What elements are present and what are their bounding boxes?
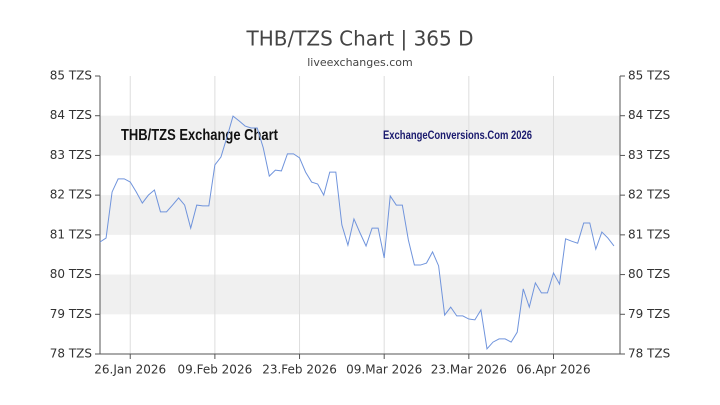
band (100, 274, 620, 315)
y-tick-label: 84 TZS (628, 108, 670, 122)
band (100, 115, 620, 156)
y-tick-label: 82 TZS (628, 188, 670, 202)
y-tick-label: 80 TZS (628, 267, 670, 281)
x-tick-label: 06.Apr 2026 (516, 363, 590, 377)
chart-subtitle: liveexchanges.com (307, 56, 412, 69)
y-tick-label: 83 TZS (50, 148, 92, 162)
grid (129, 76, 554, 354)
x-tick-label: 09.Mar 2026 (346, 363, 422, 377)
x-tick-label: 23.Feb 2026 (262, 363, 337, 377)
price-line (99, 115, 615, 350)
y-tick-label: 80 TZS (50, 267, 92, 281)
annotation: THB/TZS Exchange Chart (121, 127, 279, 144)
y-tick-label: 79 TZS (628, 307, 670, 321)
y-tick-label: 81 TZS (628, 227, 670, 241)
y-tick-label: 83 TZS (628, 148, 670, 162)
x-tick-label: 26.Jan 2026 (94, 363, 166, 377)
x-tick-label: 23.Mar 2026 (431, 363, 507, 377)
bands (100, 115, 620, 315)
annotation: ExchangeConversions.Com 2026 (383, 128, 532, 142)
y-tick-label: 85 TZS (628, 69, 670, 83)
y-tick-label: 85 TZS (50, 69, 92, 83)
band (100, 195, 620, 235)
y-tick-label: 84 TZS (50, 108, 92, 122)
y-tick-label: 82 TZS (50, 188, 92, 202)
y-tick-label: 78 TZS (50, 347, 92, 361)
y-tick-label: 79 TZS (50, 307, 92, 321)
x-tick-label: 09.Feb 2026 (178, 363, 253, 377)
y-tick-label: 78 TZS (628, 347, 670, 361)
y-tick-label: 81 TZS (50, 227, 92, 241)
chart-title: THB/TZS Chart | 365 D (245, 27, 473, 51)
